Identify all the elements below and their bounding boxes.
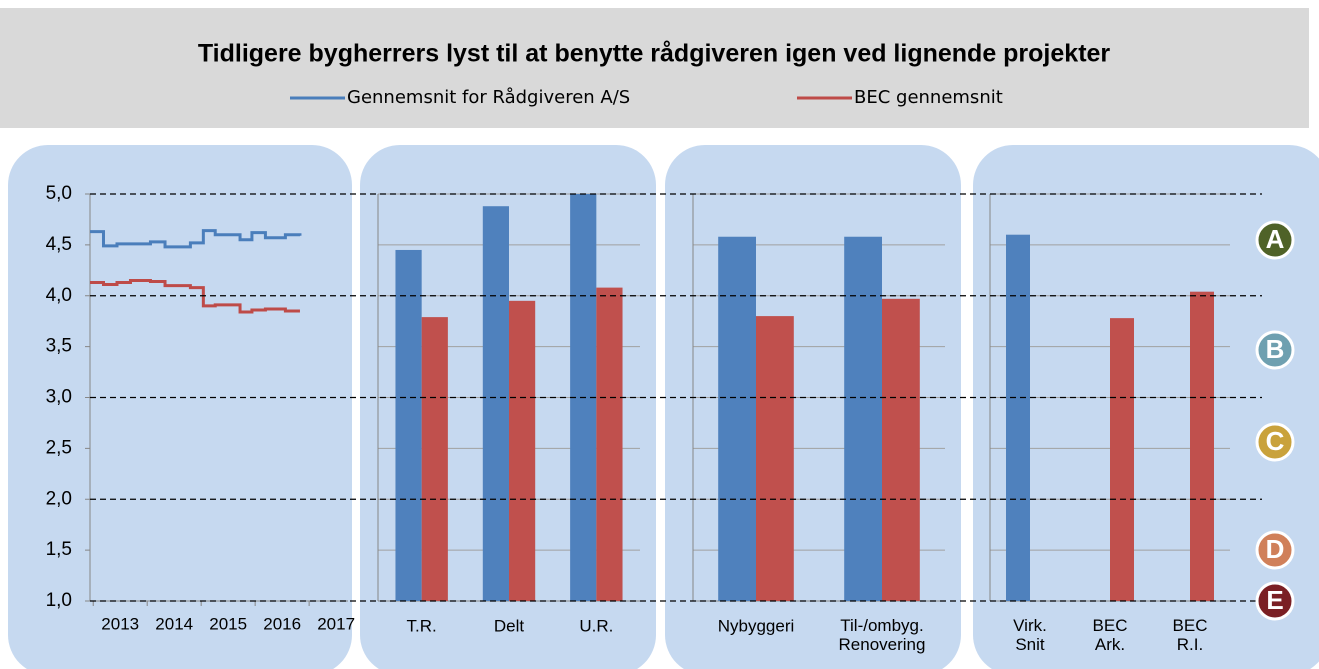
y-tick-label: 1,0 bbox=[46, 590, 72, 611]
grade-letter: A bbox=[1266, 224, 1285, 254]
grade-letter: E bbox=[1266, 585, 1283, 615]
bar bbox=[509, 300, 536, 601]
y-tick-label: 2,0 bbox=[46, 488, 72, 509]
x-tick-label: BEC Ark. bbox=[1093, 616, 1128, 654]
panel bbox=[973, 145, 1319, 669]
x-tick-label: Delt bbox=[494, 616, 525, 635]
bar bbox=[718, 236, 756, 602]
grade-badge bbox=[1255, 220, 1295, 260]
bar bbox=[421, 317, 448, 601]
grade-letter: C bbox=[1266, 426, 1285, 456]
grade-badge bbox=[1255, 330, 1295, 370]
y-tick-label: 2,5 bbox=[46, 437, 72, 458]
y-tick-label: 4,0 bbox=[46, 285, 72, 306]
x-tick-label: Virk. Snit bbox=[1013, 616, 1047, 654]
x-tick-label: Til-/ombyg. Renovering bbox=[839, 616, 926, 654]
y-tick-label: 4,5 bbox=[46, 234, 72, 255]
x-tick-label: 2016 bbox=[263, 614, 301, 633]
line-series bbox=[90, 229, 302, 249]
y-tick-label: 3,0 bbox=[46, 387, 72, 408]
grade-badge bbox=[1255, 530, 1295, 570]
bar bbox=[482, 206, 509, 601]
bar bbox=[844, 236, 882, 602]
x-tick-label: 2017 bbox=[317, 614, 355, 633]
x-tick-label: BEC R.I. bbox=[1173, 616, 1208, 654]
x-tick-label: U.R. bbox=[579, 616, 613, 635]
chart-title: Tidligere bygherrers lyst til at benytte… bbox=[198, 40, 1111, 68]
y-tick-label: 5,0 bbox=[46, 183, 72, 204]
legend-label: Gennemsnit for Rådgiveren A/S bbox=[347, 87, 630, 108]
y-tick-label: 3,5 bbox=[46, 336, 72, 357]
bar bbox=[1110, 318, 1134, 601]
grade-letter: B bbox=[1266, 334, 1285, 364]
bar bbox=[882, 298, 920, 601]
title-banner bbox=[0, 8, 1309, 128]
x-tick-label: 2015 bbox=[209, 614, 247, 633]
x-tick-label: T.R. bbox=[407, 616, 437, 635]
x-tick-label: 2014 bbox=[155, 614, 193, 633]
line-series bbox=[90, 278, 300, 314]
x-tick-label: Nybyggeri bbox=[718, 616, 795, 635]
x-tick-label: 2013 bbox=[101, 614, 139, 633]
bar bbox=[1006, 234, 1030, 601]
grade-badge bbox=[1255, 422, 1295, 462]
bar bbox=[756, 316, 794, 601]
grade-badge bbox=[1255, 581, 1295, 621]
legend-label: BEC gennemsnit bbox=[854, 87, 1003, 108]
bar bbox=[1190, 291, 1214, 601]
panel bbox=[8, 145, 352, 669]
bar bbox=[596, 287, 623, 601]
grade-letter: D bbox=[1266, 534, 1285, 564]
bar bbox=[395, 249, 422, 601]
y-tick-label: 1,5 bbox=[46, 539, 72, 560]
